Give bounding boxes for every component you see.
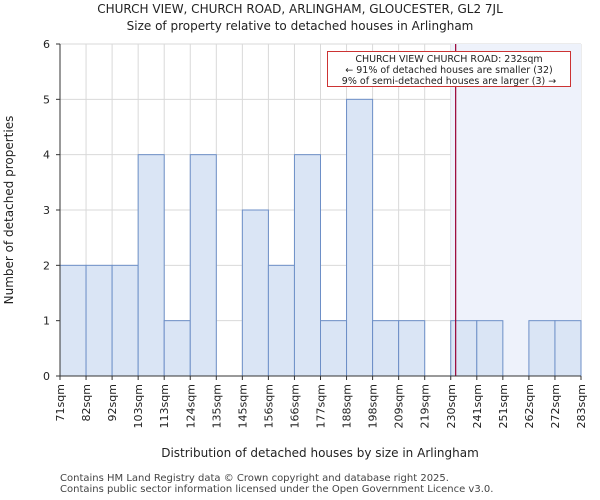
histogram-bar: [267, 264, 295, 377]
x-tick-label: 145sqm: [236, 384, 249, 428]
histogram-bar: [137, 154, 165, 377]
histogram-bar: [450, 320, 478, 377]
histogram-bar: [528, 320, 556, 377]
chart-title: Size of property relative to detached ho…: [126, 19, 474, 33]
x-tick-label: 272sqm: [549, 384, 562, 428]
y-tick-label: 2: [43, 259, 50, 272]
x-tick-label: 198sqm: [367, 384, 380, 428]
x-tick-label: 241sqm: [471, 384, 484, 428]
histogram-bar: [85, 264, 113, 377]
y-axis-label: Number of detached properties: [2, 116, 16, 305]
histogram-bar: [320, 320, 348, 377]
footer-licence: Contains public sector information licen…: [60, 484, 494, 495]
histogram-bar: [111, 264, 139, 377]
x-tick-label: 230sqm: [445, 384, 458, 428]
footer-copyright: Contains HM Land Registry data © Crown c…: [60, 473, 449, 484]
histogram-bar: [293, 154, 322, 377]
x-tick-label: 135sqm: [210, 384, 223, 428]
x-tick-label: 209sqm: [393, 384, 406, 428]
x-tick-label: 219sqm: [419, 384, 432, 428]
histogram-bar: [241, 209, 269, 377]
histogram-bar: [59, 264, 87, 377]
x-tick-label: 188sqm: [341, 384, 354, 428]
histogram-bar: [189, 154, 217, 377]
histogram-bar: [163, 320, 191, 377]
x-tick-label: 92sqm: [106, 384, 119, 421]
histogram-bar: [476, 320, 504, 377]
x-tick-label: 113sqm: [158, 384, 171, 428]
annotation-line-2: ← 91% of detached houses are smaller (32…: [345, 65, 553, 76]
annotation-line-1: CHURCH VIEW CHURCH ROAD: 232sqm: [355, 54, 543, 65]
y-tick-label: 1: [43, 315, 50, 328]
x-tick-label: 71sqm: [54, 384, 67, 421]
y-tick-label: 0: [43, 370, 50, 383]
x-tick-label: 82sqm: [80, 384, 93, 421]
x-tick-label: 177sqm: [315, 384, 328, 428]
annotation-line-3: 9% of semi-detached houses are larger (3…: [341, 76, 557, 87]
x-axis-label: Distribution of detached houses by size …: [161, 446, 479, 460]
y-tick-label: 3: [43, 204, 50, 217]
chart-title-address: CHURCH VIEW, CHURCH ROAD, ARLINGHAM, GLO…: [97, 2, 503, 16]
x-tick-label: 283sqm: [575, 384, 588, 428]
y-tick-label: 5: [43, 93, 50, 106]
x-tick-label: 124sqm: [184, 384, 197, 428]
x-tick-label: 251sqm: [497, 384, 510, 428]
y-tick-label: 4: [43, 149, 50, 162]
x-tick-label: 156sqm: [262, 384, 275, 428]
histogram-bar: [554, 320, 582, 377]
y-tick-label: 6: [43, 38, 50, 51]
property-annotation-box: CHURCH VIEW CHURCH ROAD: 232sqm ← 91% of…: [327, 51, 571, 87]
histogram-bar: [346, 98, 374, 377]
x-tick-label: 166sqm: [288, 384, 301, 428]
x-tick-label: 262sqm: [523, 384, 536, 428]
x-tick-label: 103sqm: [132, 384, 145, 428]
histogram-bar: [372, 320, 400, 377]
histogram-bar: [398, 320, 426, 377]
